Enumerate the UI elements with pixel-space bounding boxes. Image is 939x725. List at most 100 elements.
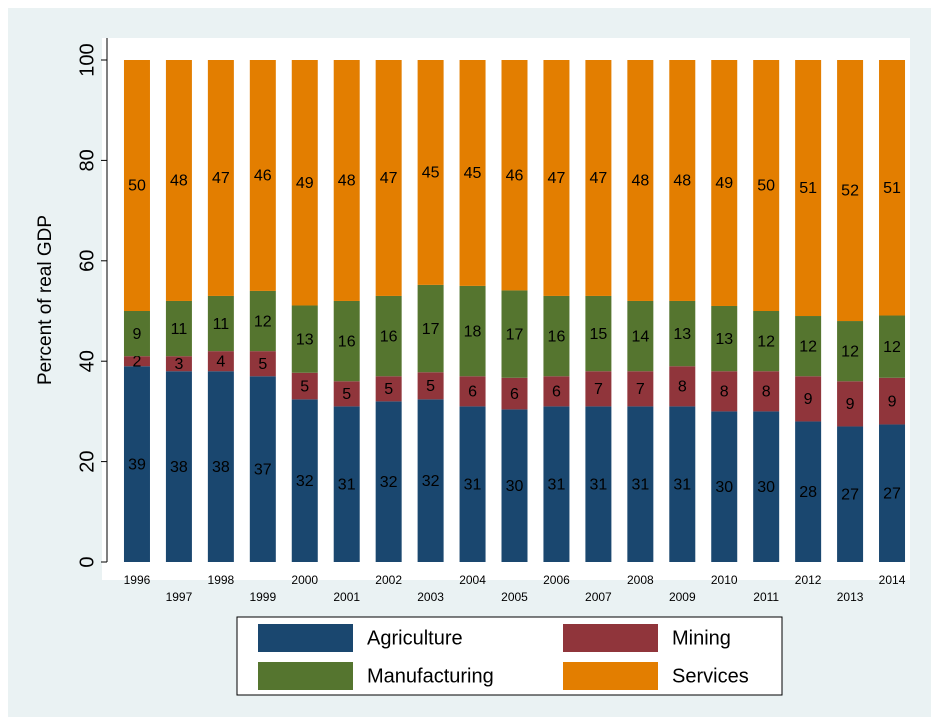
bar-segment bbox=[123, 356, 150, 367]
bar-segment bbox=[207, 295, 234, 352]
x-tick-label: 1999 bbox=[249, 590, 276, 604]
bar-segment bbox=[417, 60, 444, 285]
legend-label: Manufacturing bbox=[367, 665, 494, 687]
bar-segment bbox=[249, 351, 276, 377]
bar-segment bbox=[207, 371, 234, 562]
bar-segment bbox=[795, 376, 822, 422]
bar-segment bbox=[333, 300, 360, 382]
bar-segment bbox=[753, 411, 780, 562]
x-tick-label: 2006 bbox=[543, 573, 570, 587]
value-label: 49 bbox=[296, 175, 314, 192]
value-label: 37 bbox=[254, 461, 272, 478]
value-label: 31 bbox=[631, 476, 649, 493]
value-label: 46 bbox=[254, 168, 272, 185]
legend-swatch bbox=[563, 624, 658, 652]
bar-segment bbox=[711, 411, 738, 562]
value-label: 38 bbox=[212, 459, 230, 476]
bar-segment bbox=[501, 377, 528, 410]
bar-segment bbox=[501, 60, 528, 291]
bar-segment bbox=[291, 60, 318, 306]
bar-segment bbox=[375, 401, 402, 562]
bar-segment bbox=[879, 60, 906, 316]
value-label: 14 bbox=[631, 328, 649, 345]
value-label: 45 bbox=[422, 165, 440, 182]
value-label: 31 bbox=[673, 476, 691, 493]
bar-segment bbox=[585, 295, 612, 372]
value-label: 9 bbox=[888, 393, 897, 410]
bar-segment bbox=[795, 421, 822, 562]
x-tick-label: 2004 bbox=[459, 573, 486, 587]
value-label: 45 bbox=[464, 165, 482, 182]
bar-segment bbox=[711, 60, 738, 306]
bar-segment bbox=[375, 60, 402, 296]
bar-segment bbox=[627, 371, 654, 407]
bar-segment bbox=[165, 371, 192, 562]
x-tick-label: 1996 bbox=[124, 573, 151, 587]
value-label: 12 bbox=[883, 339, 901, 356]
legend-label: Services bbox=[672, 665, 749, 687]
value-label: 30 bbox=[715, 479, 733, 496]
value-label: 32 bbox=[380, 474, 398, 491]
y-tick-label: 0 bbox=[76, 556, 98, 567]
y-axis-label: Percent of real GDP bbox=[35, 215, 56, 385]
bar-segment bbox=[417, 399, 444, 562]
bar-segment bbox=[249, 60, 276, 291]
bar-segment bbox=[207, 351, 234, 372]
bar-segment bbox=[333, 381, 360, 407]
x-tick-label: 2009 bbox=[669, 590, 696, 604]
legend-swatch bbox=[258, 624, 353, 652]
value-label: 7 bbox=[636, 381, 645, 398]
value-label: 49 bbox=[715, 175, 733, 192]
bar-segment bbox=[669, 366, 696, 407]
value-label: 4 bbox=[216, 353, 225, 370]
value-label: 32 bbox=[422, 473, 440, 490]
value-label: 16 bbox=[548, 328, 566, 345]
bar-segment bbox=[417, 284, 444, 373]
bar-segment bbox=[585, 371, 612, 407]
value-label: 6 bbox=[468, 384, 477, 401]
value-label: 46 bbox=[506, 167, 524, 184]
value-label: 51 bbox=[799, 180, 817, 197]
y-tick-label: 20 bbox=[76, 450, 98, 472]
bar-segment bbox=[543, 376, 570, 407]
bar-segment bbox=[207, 60, 234, 296]
bar-segment bbox=[123, 60, 150, 311]
x-tick-label: 1998 bbox=[208, 573, 235, 587]
value-label: 47 bbox=[548, 170, 566, 187]
y-tick-label: 80 bbox=[76, 149, 98, 171]
value-label: 6 bbox=[510, 386, 519, 403]
value-label: 39 bbox=[128, 456, 146, 473]
bar-segment bbox=[375, 295, 402, 377]
value-label: 27 bbox=[883, 485, 901, 502]
x-tick-label: 2014 bbox=[879, 573, 906, 587]
legend-label: Mining bbox=[672, 627, 731, 649]
value-label: 47 bbox=[589, 170, 607, 187]
value-label: 11 bbox=[213, 316, 230, 333]
bar-segment bbox=[165, 300, 192, 357]
value-label: 6 bbox=[552, 384, 561, 401]
value-label: 48 bbox=[673, 173, 691, 190]
bar-segment bbox=[879, 377, 906, 425]
value-label: 5 bbox=[258, 356, 267, 373]
bar-segment bbox=[795, 316, 822, 377]
bar-segment bbox=[837, 381, 864, 427]
value-label: 5 bbox=[300, 378, 309, 395]
value-label: 5 bbox=[342, 386, 351, 403]
bar-segment bbox=[879, 315, 906, 378]
bar-segment bbox=[249, 376, 276, 562]
value-label: 18 bbox=[464, 323, 482, 340]
legend-swatch bbox=[563, 662, 658, 690]
bar-segment bbox=[459, 376, 486, 407]
bar-segment bbox=[837, 321, 864, 382]
x-tick-label: 2000 bbox=[291, 573, 318, 587]
bar-segment bbox=[375, 376, 402, 402]
value-label: 13 bbox=[296, 331, 314, 348]
value-label: 15 bbox=[589, 326, 607, 343]
bar-segment bbox=[711, 371, 738, 412]
value-label: 50 bbox=[128, 178, 146, 195]
bar-segment bbox=[753, 311, 780, 372]
value-label: 11 bbox=[171, 321, 188, 338]
value-label: 30 bbox=[757, 479, 775, 496]
